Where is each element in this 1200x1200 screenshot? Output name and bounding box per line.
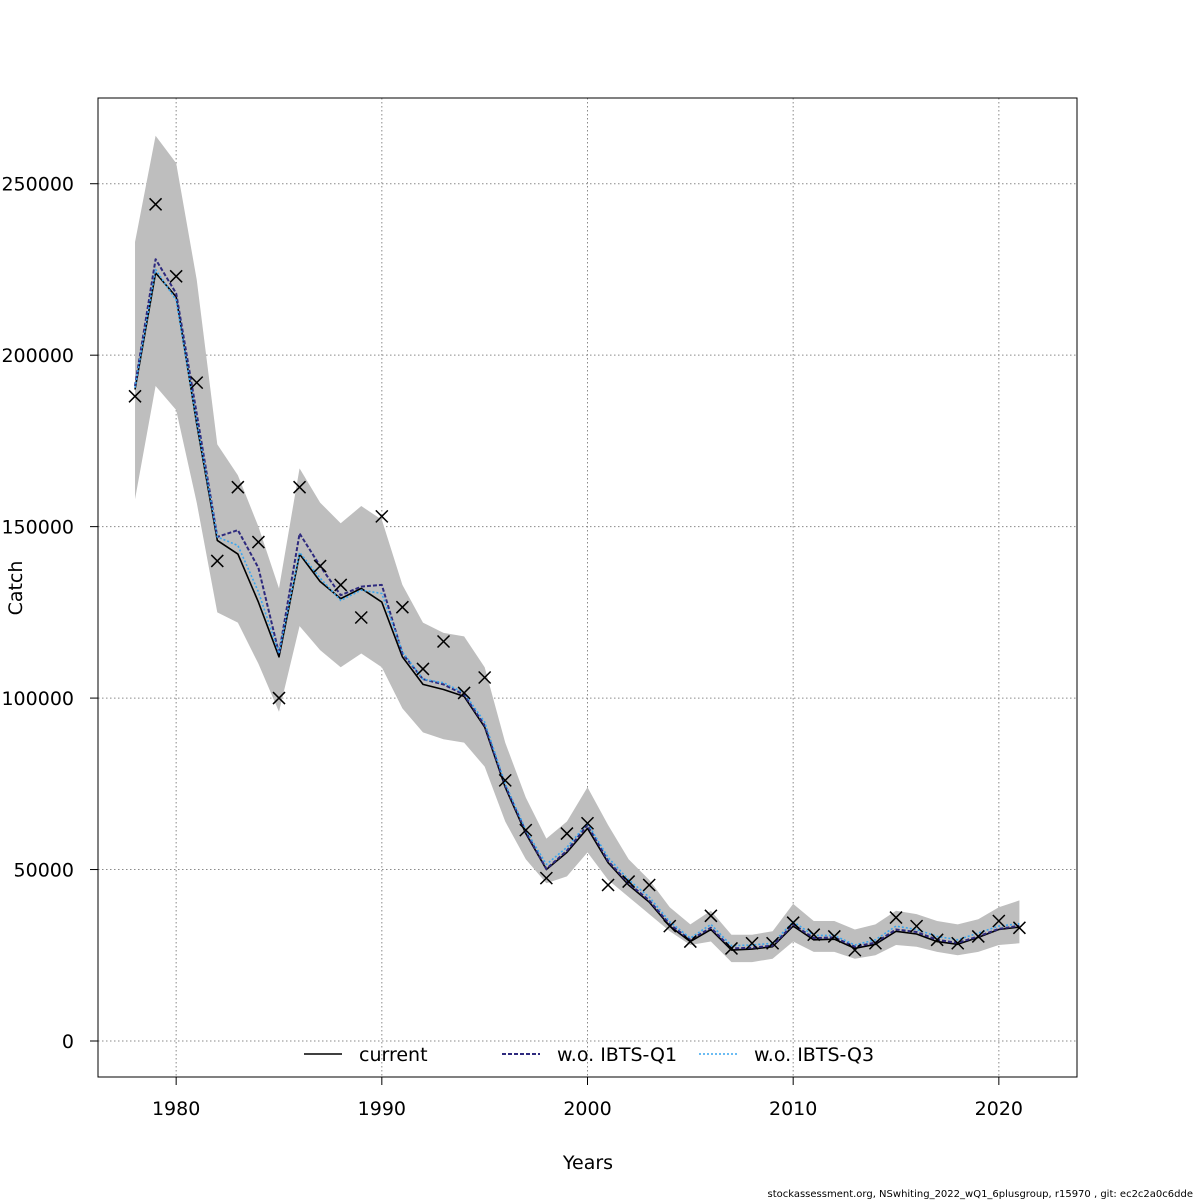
observation-point (848, 943, 862, 957)
observation-point (683, 935, 697, 949)
confidence-band-layer (135, 135, 1020, 963)
observation-point (169, 269, 183, 283)
observation-point (663, 919, 677, 933)
observation-point (354, 610, 368, 625)
observation-point (395, 600, 409, 614)
observation-point (601, 878, 615, 892)
observation-point (1012, 921, 1026, 935)
x-tick-label: 2020 (975, 1098, 1023, 1120)
observation-point (560, 827, 574, 841)
footer-credit: stockassessment.org, NSwhiting_2022_wQ1_… (767, 1189, 1193, 1200)
x-tick-label: 1980 (152, 1098, 200, 1120)
observation-point (478, 670, 492, 685)
y-tick-label: 0 (62, 1031, 74, 1053)
observation-point (272, 691, 286, 705)
series-line-2 (134, 258, 1020, 950)
observation-point (128, 389, 142, 403)
observation-point (992, 914, 1006, 928)
observation-point (827, 929, 841, 943)
observation-point (580, 816, 595, 830)
y-tick-label: 100000 (1, 688, 74, 710)
confidence-band (135, 135, 1020, 963)
observation-point (807, 928, 821, 942)
observation-point (231, 480, 245, 494)
legend-label-1: current (359, 1044, 428, 1066)
observation-point (334, 578, 348, 592)
y-tick-label: 200000 (1, 345, 74, 367)
x-tick-label: 1990 (358, 1098, 406, 1120)
legend-label-3: w.o. IBTS-Q3 (754, 1044, 874, 1066)
observation-point (786, 916, 800, 930)
observation-point (416, 662, 430, 676)
observation-point (149, 197, 163, 211)
x-tick-label: 2000 (563, 1098, 611, 1120)
x-axis: 1980 1990 2000 2010 2020 (152, 1077, 1023, 1120)
observation-point (889, 911, 903, 925)
observation-point (251, 535, 265, 549)
observation-point (436, 634, 451, 649)
observation-point (704, 909, 718, 923)
observation-point (951, 936, 965, 950)
y-tick-label: 250000 (1, 174, 74, 196)
observation-point (724, 941, 739, 955)
observation-point (971, 929, 985, 943)
observation-point (930, 933, 944, 947)
legend-label-2: w.o. IBTS-Q1 (557, 1044, 677, 1066)
observation-point (910, 919, 924, 933)
observation-markers-layer (128, 197, 1026, 957)
x-tick-label: 2010 (769, 1098, 817, 1120)
y-tick-label: 50000 (14, 860, 74, 882)
observation-point (745, 936, 759, 950)
observation-point (313, 559, 327, 573)
observation-point (539, 871, 553, 885)
observation-point (519, 823, 533, 837)
observation-point (868, 936, 882, 950)
observation-point (210, 554, 224, 568)
x-axis-title: Years (562, 1152, 613, 1174)
observation-point (293, 480, 307, 494)
observation-point (457, 686, 471, 700)
y-tick-label: 150000 (1, 517, 74, 539)
observation-point (622, 875, 636, 889)
observation-point (190, 376, 204, 390)
observation-point (498, 773, 512, 787)
observation-point (375, 509, 389, 523)
y-axis-title: Catch (5, 561, 27, 616)
y-axis: 0 50000 100000 150000 200000 250000 (1, 174, 98, 1053)
legend: current w.o. IBTS-Q1 w.o. IBTS-Q3 (304, 1044, 874, 1066)
observation-point (642, 878, 656, 892)
observation-point (766, 936, 780, 950)
